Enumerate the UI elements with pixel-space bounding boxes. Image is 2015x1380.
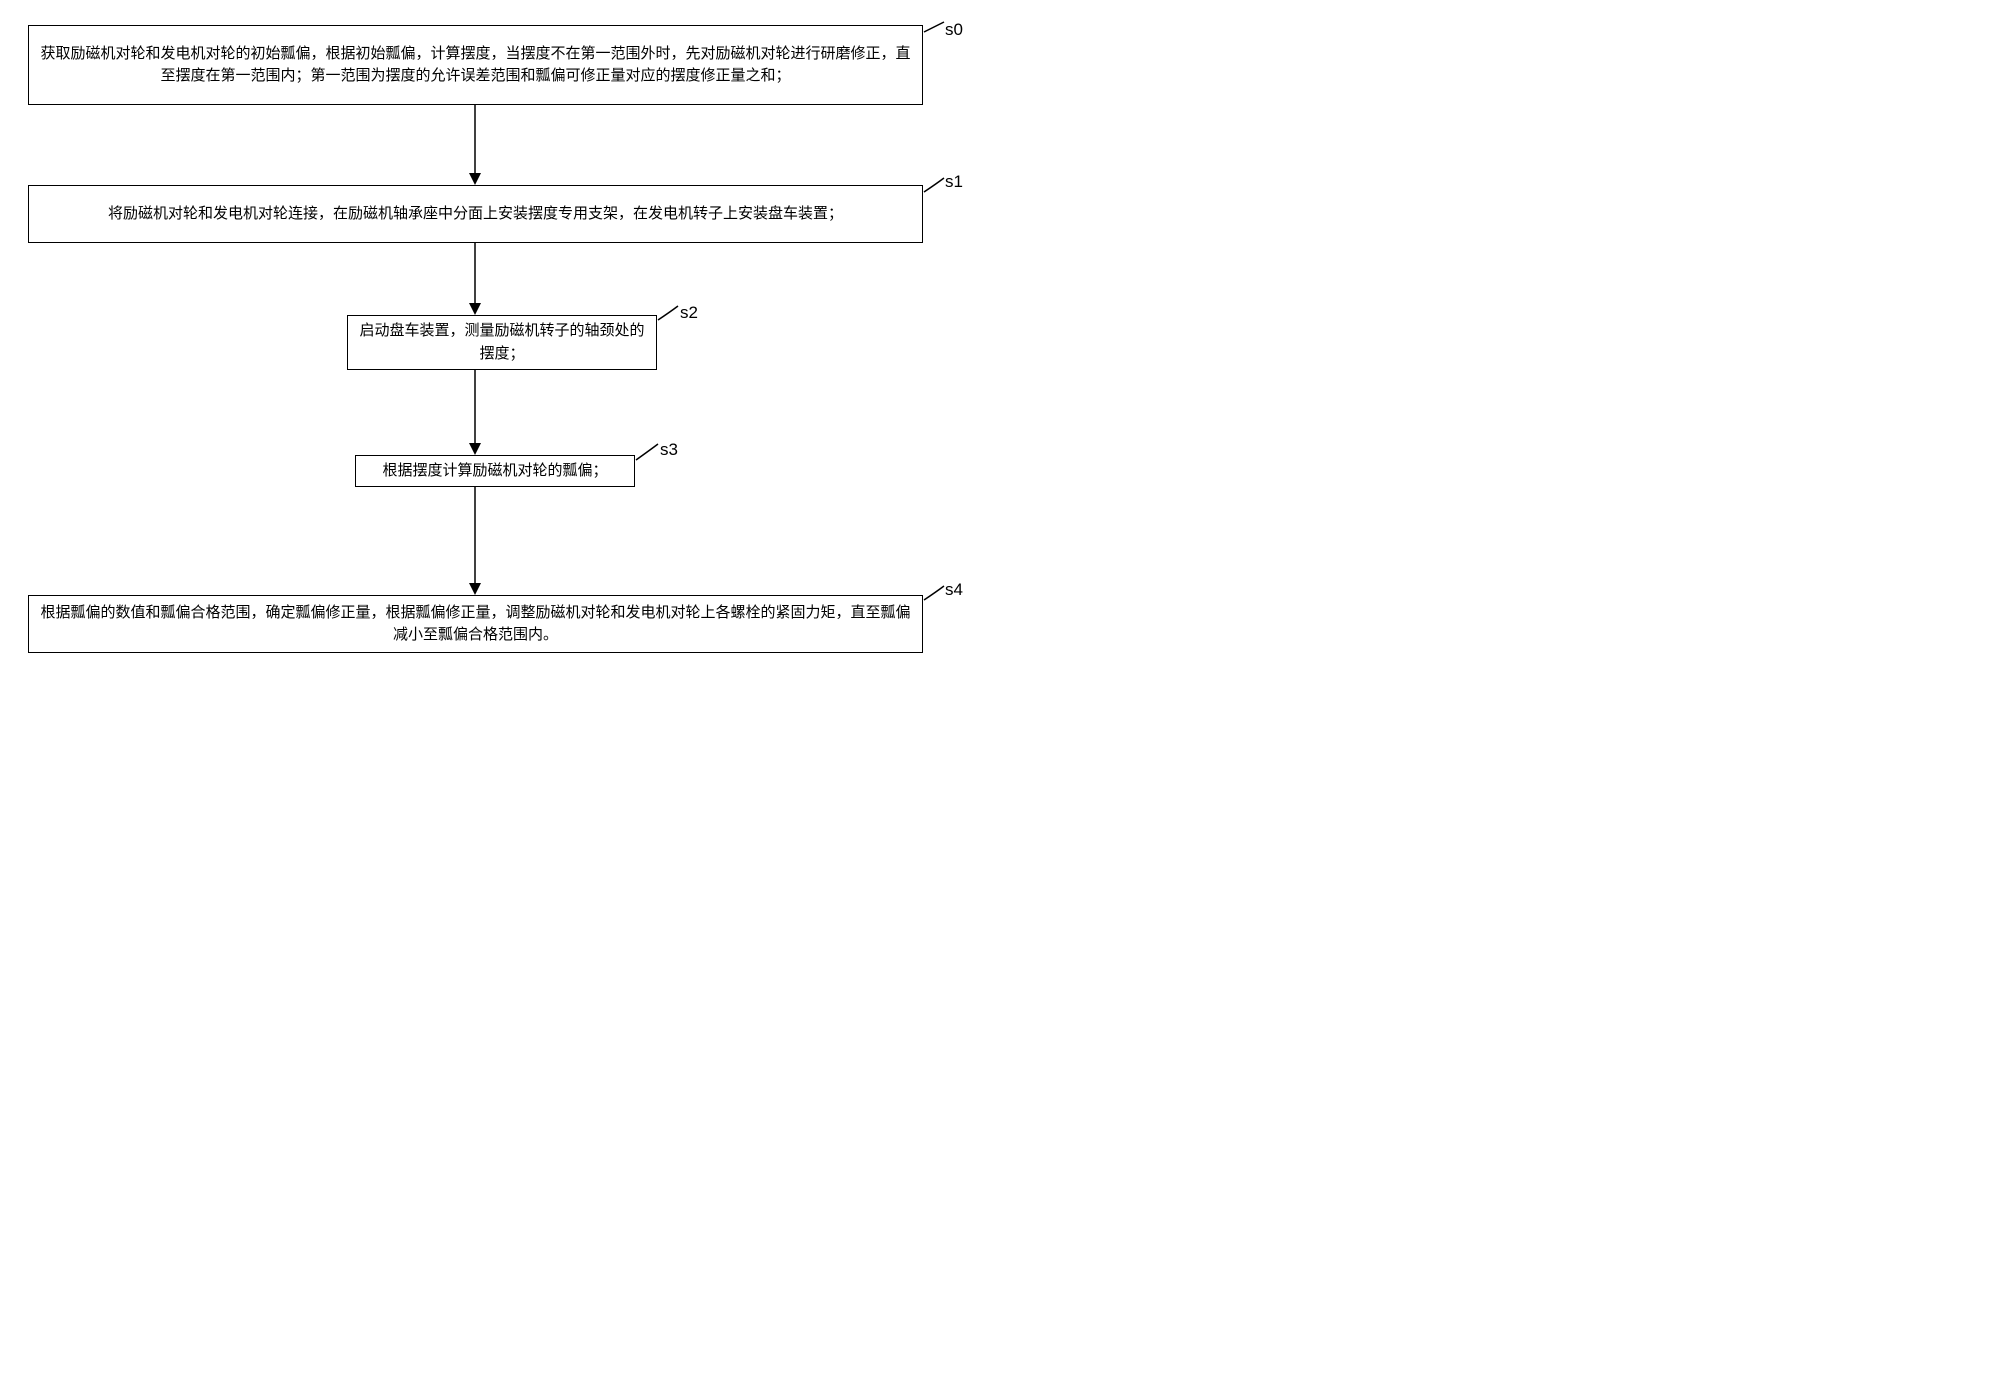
leader-s4 (922, 584, 946, 602)
flow-node-s0: 获取励磁机对轮和发电机对轮的初始瓢偏，根据初始瓢偏，计算摆度，当摆度不在第一范围… (28, 25, 923, 105)
flow-node-s3: 根据摆度计算励磁机对轮的瓢偏； (355, 455, 635, 487)
flow-node-text: 将励磁机对轮和发电机对轮连接，在励磁机轴承座中分面上安装摆度专用支架，在发电机转… (108, 203, 843, 226)
flow-label-s1: s1 (945, 172, 963, 192)
flow-node-s4: 根据瓢偏的数值和瓢偏合格范围，确定瓢偏修正量，根据瓢偏修正量，调整励磁机对轮和发… (28, 595, 923, 653)
arrow-s3-s4 (463, 487, 487, 595)
leader-s0 (922, 20, 946, 34)
flow-label-s2: s2 (680, 303, 698, 323)
flow-label-s0: s0 (945, 20, 963, 40)
flow-node-s1: 将励磁机对轮和发电机对轮连接，在励磁机轴承座中分面上安装摆度专用支架，在发电机转… (28, 185, 923, 243)
arrow-s2-s3 (463, 370, 487, 455)
leader-s3 (634, 442, 660, 462)
flow-node-text: 启动盘车装置，测量励磁机转子的轴颈处的摆度； (358, 320, 646, 365)
flow-label-s4: s4 (945, 580, 963, 600)
flow-label-s3: s3 (660, 440, 678, 460)
arrow-s0-s1 (463, 105, 487, 185)
flowchart-container: 获取励磁机对轮和发电机对轮的初始瓢偏，根据初始瓢偏，计算摆度，当摆度不在第一范围… (20, 20, 980, 700)
arrow-s1-s2 (463, 243, 487, 315)
flow-node-s2: 启动盘车装置，测量励磁机转子的轴颈处的摆度； (347, 315, 657, 370)
flow-node-text: 获取励磁机对轮和发电机对轮的初始瓢偏，根据初始瓢偏，计算摆度，当摆度不在第一范围… (39, 43, 912, 88)
flow-node-text: 根据摆度计算励磁机对轮的瓢偏； (382, 460, 607, 483)
leader-s1 (922, 176, 946, 194)
leader-s2 (656, 304, 680, 322)
flow-node-text: 根据瓢偏的数值和瓢偏合格范围，确定瓢偏修正量，根据瓢偏修正量，调整励磁机对轮和发… (39, 602, 912, 647)
